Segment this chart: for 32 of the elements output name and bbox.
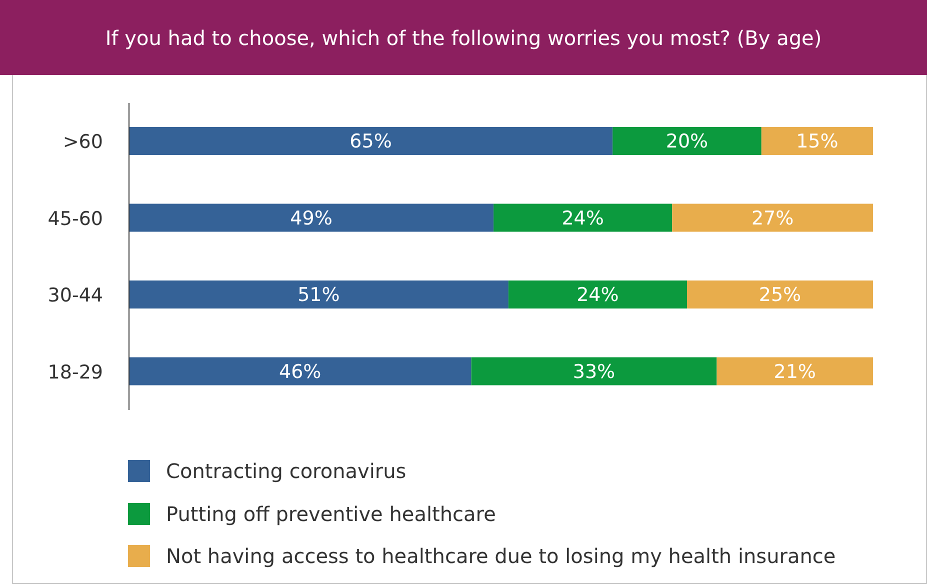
- bar: [761, 127, 873, 155]
- y-tick-label: 18-29: [48, 361, 103, 384]
- bar: [129, 280, 508, 308]
- legend-label: Putting off preventive healthcare: [166, 502, 496, 526]
- data-label: 20%: [666, 130, 708, 153]
- bar: [129, 127, 613, 155]
- bar: [687, 280, 873, 308]
- bar: [612, 127, 762, 155]
- bar: [672, 204, 873, 232]
- data-label: 25%: [758, 284, 802, 306]
- data-label: 65%: [350, 130, 392, 153]
- data-label: 24%: [562, 207, 604, 230]
- legend-label: Not having access to healthcare due to losing my health insurance: [166, 544, 836, 568]
- data-label: 46%: [279, 360, 322, 383]
- bar: [129, 204, 494, 232]
- bar: [716, 357, 873, 386]
- data-label: 49%: [290, 207, 332, 230]
- bar: [471, 357, 717, 386]
- data-label: 51%: [298, 284, 340, 306]
- data-label: 24%: [576, 284, 619, 306]
- y-tick-label: 45-60: [48, 208, 103, 230]
- data-label: 33%: [572, 360, 616, 383]
- data-label: 15%: [796, 130, 838, 153]
- bar: [508, 280, 687, 308]
- y-tick-label: 30-44: [48, 284, 103, 307]
- chart-title: If you had to choose, which of the following worries you most? (By age): [0, 0, 927, 75]
- bar: [494, 204, 672, 232]
- bar: [129, 357, 472, 386]
- data-label: 27%: [751, 207, 794, 230]
- legend-label: Contracting coronavirus: [166, 459, 406, 484]
- data-label: 21%: [774, 360, 816, 383]
- y-tick-label: >60: [62, 131, 103, 154]
